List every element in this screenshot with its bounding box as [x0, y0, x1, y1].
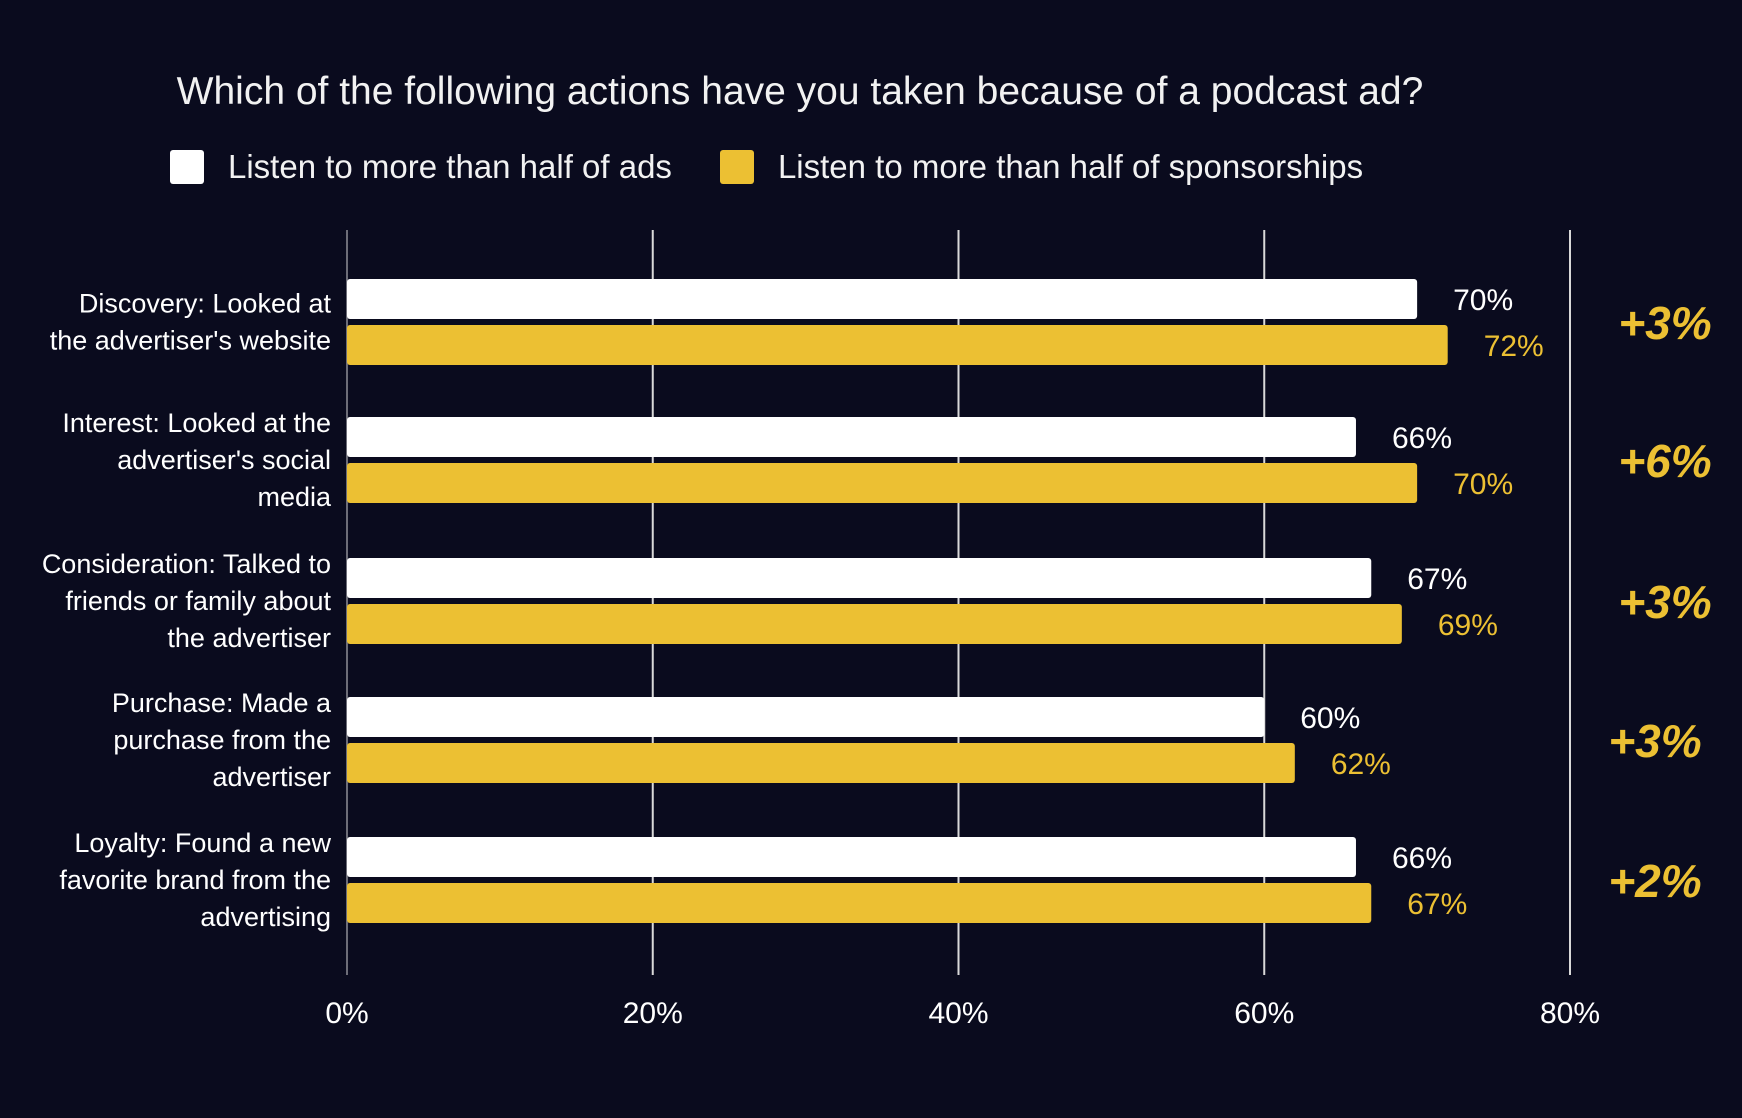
x-tick-label: 60% [1234, 997, 1294, 1030]
difference-label: +2% [1608, 855, 1701, 907]
x-tick-label: 40% [928, 997, 988, 1030]
x-tick-label: 80% [1540, 997, 1600, 1030]
category-label: Purchase: Made a purchase from the adverti… [112, 688, 332, 792]
bar-sponsorships [347, 604, 1402, 644]
difference-label: +3% [1618, 576, 1711, 628]
legend: Listen to more than half of ads Listen t… [170, 148, 1411, 186]
value-label-sponsorships: 72% [1484, 330, 1544, 363]
category-label: Interest: Looked at the advertiser's soci… [62, 408, 332, 512]
legend-swatch-sponsorships [719, 150, 754, 184]
bar-sponsorships [347, 883, 1372, 923]
bar-ads [347, 697, 1265, 737]
value-label-ads: 67% [1407, 563, 1467, 596]
value-label-ads: 70% [1453, 284, 1513, 317]
bar-ads [347, 417, 1356, 457]
bar-sponsorships [347, 743, 1295, 783]
difference-label: +3% [1618, 297, 1711, 349]
value-label-ads: 66% [1392, 422, 1452, 455]
value-label-sponsorships: 70% [1453, 468, 1513, 501]
value-label-sponsorships: 62% [1331, 748, 1391, 781]
value-label-ads: 66% [1392, 842, 1452, 875]
bar-ads [347, 837, 1356, 877]
legend-item-sponsorships: Listen to more than half of sponsorships [719, 148, 1364, 186]
legend-label-sponsorships: Listen to more than half of sponsorships [777, 148, 1364, 185]
bar-ads [347, 279, 1418, 319]
legend-swatch-ads [170, 150, 204, 184]
difference-label: +3% [1608, 715, 1701, 767]
x-tick-label: 20% [623, 997, 683, 1030]
bar-ads [347, 558, 1372, 598]
x-tick-label: 0% [325, 997, 368, 1030]
value-label-sponsorships: 69% [1438, 609, 1498, 642]
value-label-ads: 60% [1300, 702, 1360, 735]
bar-sponsorships [347, 463, 1418, 503]
category-label: Discovery: Looked at the advertiser's web… [50, 289, 332, 356]
chart-title: Which of the following actions have you … [176, 70, 1424, 113]
legend-item-ads: Listen to more than half of ads [170, 148, 672, 186]
category-label: Loyalty: Found a new favorite brand from … [59, 828, 331, 932]
difference-label: +6% [1618, 435, 1711, 487]
value-label-sponsorships: 67% [1407, 888, 1467, 921]
legend-label-ads: Listen to more than half of ads [228, 148, 672, 185]
bar-sponsorships [347, 325, 1448, 365]
category-label: Consideration: Talked to friends or famil… [42, 549, 332, 653]
